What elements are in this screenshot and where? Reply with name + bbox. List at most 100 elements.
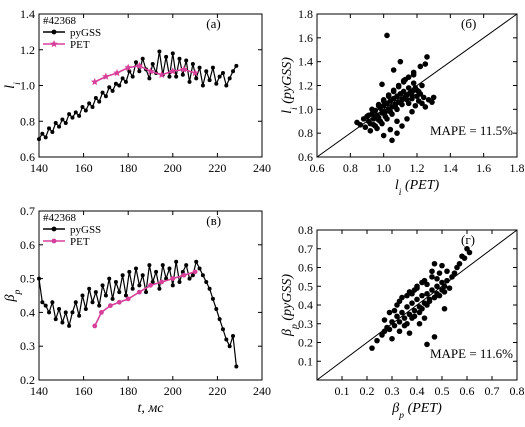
scatter-point [410, 80, 417, 86]
x-tick-label: 240 [253, 384, 271, 398]
x-tick-label: 180 [119, 161, 137, 175]
data-point [67, 323, 72, 328]
scatter-point [401, 322, 408, 329]
data-point [197, 65, 202, 70]
scatter-point [424, 54, 430, 60]
legend-marker [51, 238, 57, 244]
scatter-point [404, 97, 410, 103]
scatter-point [424, 281, 430, 288]
scatter-point [394, 118, 400, 125]
data-point [231, 69, 236, 74]
scatter-point [446, 285, 453, 291]
scatter-point [444, 277, 450, 284]
data-point [184, 263, 189, 268]
series-line-PET [94, 64, 196, 83]
y-tick-label: 1.0 [298, 102, 313, 116]
scatter-point [365, 112, 372, 119]
x-tick-label: 200 [164, 384, 182, 398]
data-point [60, 117, 65, 122]
y-tick-label: 0.3 [298, 317, 313, 331]
data-point [90, 300, 95, 305]
scatter-point [400, 88, 407, 95]
data-point [160, 263, 165, 268]
data-point [144, 290, 149, 295]
data-point [214, 307, 219, 312]
y-tick-label: 1.0 [20, 79, 35, 93]
scatter-point [422, 104, 429, 110]
data-point [113, 81, 118, 86]
panel-3: 140 160 180 200 220 240 0.2 0.3 0.4 0.5 0.6 0.7 t, м… [3, 204, 271, 416]
data-point [180, 72, 185, 77]
data-point [107, 85, 112, 90]
scatter-point [380, 132, 387, 139]
data-point [87, 286, 92, 291]
x-tick-label: 160 [75, 384, 93, 398]
data-point [214, 81, 219, 86]
y-tick-label: 0.8 [20, 114, 35, 128]
data-point [97, 99, 102, 104]
data-point [117, 83, 122, 88]
scatter-point [397, 58, 404, 65]
data-point [63, 121, 68, 126]
data-point [43, 135, 48, 140]
data-point [157, 70, 166, 79]
data-point [83, 307, 88, 312]
scatter-point [464, 245, 470, 252]
y-axis-label: li (pyGSS) [280, 57, 300, 114]
scatter-point [419, 279, 425, 286]
data-point [123, 79, 128, 84]
data-point [187, 276, 192, 281]
scatter-point [404, 292, 410, 299]
scatter-point [444, 268, 450, 275]
data-point [170, 51, 175, 56]
data-point [99, 310, 104, 315]
scatter-point [391, 322, 398, 329]
data-point [40, 300, 45, 305]
scatter-point [424, 290, 430, 297]
scatter-point [369, 345, 375, 351]
data-point [150, 62, 155, 67]
scatter-point [405, 85, 412, 91]
data-point [136, 289, 142, 295]
x-tick-label: 0.5 [435, 384, 450, 398]
data-point [200, 83, 205, 88]
data-point [147, 263, 152, 268]
data-point [73, 300, 78, 305]
data-point [120, 76, 125, 81]
shot-number: #42368 [43, 15, 77, 27]
scatter-point [402, 76, 409, 83]
x-tick-label: 0.7 [485, 384, 500, 398]
x-axis-label: li (PET) [395, 178, 440, 198]
scatter-point [370, 107, 377, 114]
x-axis-label: βp (PET) [391, 401, 442, 421]
x-tick-label: 240 [253, 161, 271, 175]
scatter-point [390, 67, 397, 73]
scatter-point [379, 81, 385, 88]
scatter-point [399, 123, 405, 129]
scatter-point [409, 92, 415, 98]
data-point [53, 121, 58, 126]
data-point [80, 293, 85, 298]
data-point [123, 293, 128, 298]
data-point [60, 320, 65, 325]
data-point [224, 83, 229, 88]
data-point [50, 129, 55, 134]
scatter-point [384, 116, 390, 122]
scatter-point [454, 264, 460, 271]
y-axis-label: βp [3, 289, 23, 302]
scatter-point [411, 307, 418, 314]
x-tick-label: 1.2 [410, 161, 425, 175]
x-tick-label: 0.8 [343, 161, 358, 175]
data-point [187, 79, 192, 84]
y-tick-label: 0.8 [298, 126, 313, 140]
data-point [180, 65, 188, 73]
data-point [57, 124, 62, 129]
y-tick-label: 0.2 [20, 373, 35, 387]
data-point [77, 313, 82, 318]
scatter-point [395, 83, 402, 90]
x-tick-label: 1.0 [376, 161, 391, 175]
x-tick-label: 180 [119, 384, 137, 398]
scatter-point [409, 315, 415, 321]
data-point [113, 279, 118, 284]
